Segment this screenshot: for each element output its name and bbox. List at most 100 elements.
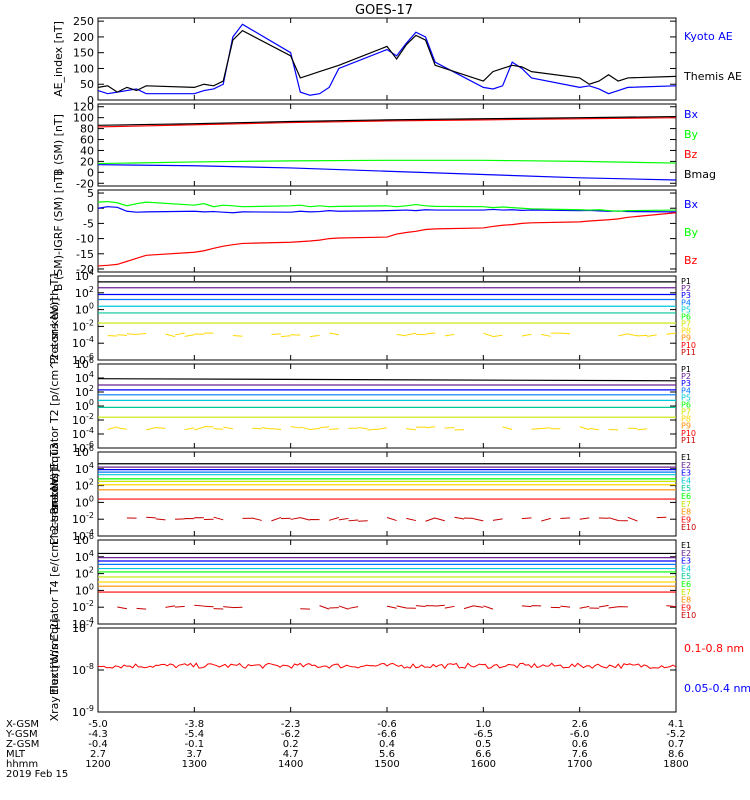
y-tick-label: -20: [76, 263, 94, 276]
panel-frame: [97, 275, 677, 361]
panel-frame: [97, 17, 677, 101]
y-axis-label: B (SM) [nT]: [52, 114, 65, 176]
x-tick-value: 8.6: [668, 749, 684, 760]
x-tick-value: -0.4: [88, 739, 108, 750]
channel-label-P9: P9: [681, 334, 691, 343]
channel-label-P4: P4: [681, 386, 691, 395]
y-tick-label: 10-8: [72, 662, 94, 677]
channel-label-E9: E9: [681, 603, 691, 612]
y-tick-label: 60: [80, 134, 94, 147]
y-tick-label: 0: [87, 166, 94, 179]
series-Themis AE: [98, 29, 676, 93]
x-tick-value: -6.0: [570, 729, 590, 740]
series-group: [98, 200, 676, 267]
series-group: [98, 463, 676, 522]
y-axis-label: B (SM)-IGRF (SM) [nT]: [52, 171, 65, 291]
legend-xray-1: 0.05-0.4 nm: [684, 682, 750, 695]
series-group: [98, 378, 676, 431]
y-tick-label: 100: [75, 494, 94, 509]
channel-label-P5: P5: [681, 305, 691, 314]
y-tick-label: 10-2: [72, 599, 94, 614]
legend-xray-0: 0.1-0.8 nm: [684, 642, 744, 655]
channel-label-E6: E6: [681, 580, 691, 589]
y-tick-label: 10-9: [72, 704, 94, 719]
series-E10b: [117, 604, 676, 610]
x-axis-table: X-GSM -5.0 -3.8 -2.3 -0.6 1.0 2.6 4.1Y-GSM -4.3-…: [5, 719, 689, 780]
channel-label-E10: E10: [681, 523, 696, 532]
x-tick-value: 1200: [85, 759, 110, 770]
y-tick-label: 106: [75, 356, 94, 371]
y-tick-label: 100: [75, 302, 94, 317]
channel-label-E8: E8: [681, 596, 691, 605]
channel-label-P8: P8: [681, 327, 691, 336]
x-tick-value: -0.6: [377, 719, 397, 730]
series-By: [98, 159, 676, 165]
y-tick-label: 10-4: [72, 335, 94, 350]
figure-title: GOES-17: [355, 3, 413, 18]
channel-label-P10: P10: [681, 341, 696, 350]
channel-label-E4: E4: [681, 476, 691, 485]
channel-label-E3: E3: [681, 557, 691, 566]
y-tick-label: -20: [76, 177, 94, 190]
series-group: [98, 115, 676, 181]
y-tick-label: 102: [75, 478, 94, 493]
series-Bz: [98, 212, 676, 267]
panel-frame: [97, 451, 677, 537]
channel-label-P10: P10: [681, 429, 696, 438]
panel-frame: [97, 627, 677, 713]
channel-label-P11: P11: [681, 348, 696, 357]
y-tick-label: 10-2: [72, 318, 94, 333]
y-tick-label: 100: [73, 112, 94, 125]
panel-3: -20 -15 -10 -5 0 5 B (SM)-IGRF (SM) [nT]: [52, 171, 677, 291]
channel-label-E9: E9: [681, 515, 691, 524]
channel-label-E1: E1: [681, 541, 691, 550]
channel-label-E1: E1: [681, 453, 691, 462]
channel-label-P7: P7: [681, 408, 691, 417]
x-tick-value: 1700: [567, 759, 592, 770]
x-tick-value: 0.4: [379, 739, 395, 750]
channel-label-P1: P1: [681, 277, 691, 286]
x-row-label: MLT: [6, 749, 26, 760]
x-row-label: hhmm: [6, 759, 38, 770]
legend-ae-0: Kyoto AE: [684, 30, 733, 43]
y-axis-label: Protons North T1: [48, 272, 61, 365]
legend-b-1: By: [684, 128, 699, 141]
x-tick-value: -6.6: [377, 729, 397, 740]
x-tick-value: -5.2: [666, 729, 686, 740]
legend-b-0: Bx: [684, 108, 699, 121]
y-tick-label: 100: [75, 398, 94, 413]
y-tick-label: 104: [75, 461, 94, 476]
channel-label-E10: E10: [681, 611, 696, 620]
series-P8: [107, 332, 676, 338]
y-axis-label: Electrons North T3: [48, 443, 61, 545]
y-tick-label: 200: [73, 31, 94, 44]
series-Kyoto AE: [98, 23, 676, 96]
y-tick-label: 50: [80, 78, 94, 91]
channel-label-P5: P5: [681, 393, 691, 402]
channel-label-E4: E4: [681, 564, 691, 573]
y-tick-label: 10-4: [72, 426, 94, 441]
channel-label-E3: E3: [681, 469, 691, 478]
channel-label-P3: P3: [681, 379, 691, 388]
legends: P1P2P3P4P5P6P7P8P9P10P11P1P2P3P4P5P6P7P8…: [681, 30, 750, 695]
y-tick-label: 0: [87, 202, 94, 215]
x-tick-value: 1.0: [475, 719, 491, 730]
x-tick-value: 1500: [374, 759, 399, 770]
x-tick-value: 3.7: [186, 749, 202, 760]
panel-frame: [97, 363, 677, 449]
y-tick-label: 100: [73, 62, 94, 75]
x-tick-value: -6.5: [474, 729, 494, 740]
channel-label-P1: P1: [681, 365, 691, 374]
series-group: [98, 552, 676, 610]
y-tick-label: 10-7: [72, 620, 94, 635]
x-tick-value: 0.5: [475, 739, 491, 750]
channel-label-P3: P3: [681, 291, 691, 300]
y-axis-label: Electrons Equator T4 [e/(cm^2-s-sr-keV)]: [48, 469, 61, 695]
legend-db-0: Bx: [684, 198, 699, 211]
y-tick-label: 10-2: [72, 412, 94, 427]
y-tick-label: 80: [80, 123, 94, 136]
x-tick-value: 1300: [182, 759, 207, 770]
y-tick-label: 104: [75, 370, 94, 385]
y-tick-label: 106: [75, 532, 94, 547]
